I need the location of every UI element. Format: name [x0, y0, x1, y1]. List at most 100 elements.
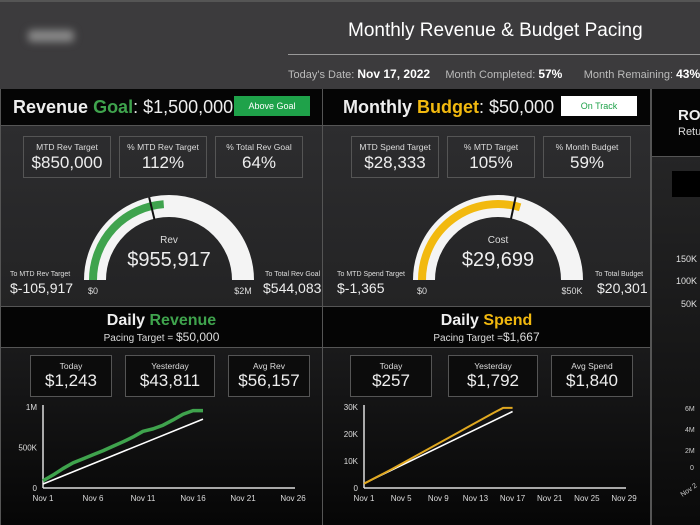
budget-value: : $50,000 [479, 97, 555, 117]
to-mtd-spend-target-value: $-1,365 [337, 280, 385, 296]
x-tick-label: Nov 17 [500, 494, 526, 503]
x-tick-label: Nov 29 [611, 494, 637, 503]
cost-gauge: Cost $29,699 $0 $50K [413, 195, 583, 296]
budget-title-accent: Budget [417, 97, 480, 117]
kpi-pct-month-budget: % Month Budget 59% [543, 136, 631, 178]
kpi-mtd-rev-target: MTD Rev Target $850,000 [23, 136, 111, 178]
gauge-max-label: $50K [561, 286, 582, 296]
daily-revenue-chart: 0 500K 1M Nov 1 Nov 6 Nov 11 Nov 16 Nov 21 Nov 2… [18, 403, 306, 503]
pacing-value: $50,000 [175, 330, 220, 344]
daily-spend-title-accent: Spend [483, 312, 533, 329]
gauge-label: Cost [488, 235, 509, 246]
y-tick-label: 10K [344, 457, 359, 466]
roas-panel: RO Retu 150K 100K 50K 6M 4M 2M 0 Nov 2 [651, 89, 700, 525]
kpi-pct-mtd-rev-target: % MTD Rev Target 112% [119, 136, 207, 178]
to-total-rev-goal-value: $544,083 [263, 280, 322, 296]
target-line [42, 418, 204, 485]
remaining-value: 43% [676, 67, 700, 81]
on-track-badge: On Track [561, 96, 637, 116]
y-tick-label: 0 [354, 484, 359, 493]
revenue-goal-value: : $1,500,000 [133, 97, 234, 117]
date-value: Nov 17, 2022 [357, 67, 431, 81]
to-total-budget-value: $20,301 [597, 280, 648, 296]
to-mtd-rev-target-label: To MTD Rev Target [10, 271, 71, 278]
to-mtd-spend-target-label: To MTD Spend Target [337, 271, 405, 278]
roas-tick: 2M [685, 448, 695, 455]
date-label: Today's Date: [288, 69, 355, 81]
roas-tick: 4M [685, 427, 695, 434]
kpi-today-rev: Today $1,243 [30, 355, 112, 397]
revenue-title-goal: Goal [93, 97, 134, 117]
x-tick-label: Nov 9 [428, 494, 449, 503]
blurred-logo [28, 30, 74, 42]
gauge-value: $955,917 [127, 249, 210, 271]
x-tick-label: Nov 5 [391, 494, 412, 503]
x-tick-label: Nov 1 [354, 494, 375, 503]
roas-tick: 150K [676, 254, 698, 264]
gauge-min-label: $0 [88, 286, 98, 296]
date-info: Today's Date: Nov 17, 2022 Month Complet… [288, 67, 700, 81]
gauge-max-label: $2M [234, 286, 252, 296]
x-tick-label: Nov 6 [83, 494, 104, 503]
header [0, 0, 700, 89]
to-total-budget-label: To Total Budget [595, 271, 644, 278]
roas-tick: 6M [685, 406, 695, 413]
kpi-today-spend: Today $257 [350, 355, 432, 397]
to-mtd-rev-target-value: $-105,917 [10, 280, 74, 296]
y-tick-label: 30K [344, 403, 359, 412]
gauge-target-marker [148, 197, 156, 220]
x-tick-label: Nov 11 [131, 494, 156, 503]
x-tick-label: Nov 26 [280, 494, 306, 503]
gauge-min-label: $0 [417, 286, 427, 296]
actual-line [363, 406, 513, 485]
pacing-label: Pacing Target = [433, 333, 503, 344]
roas-x-label: Nov 2 [679, 482, 699, 499]
roas-tick: 50K [681, 299, 698, 309]
y-tick-label: 20K [344, 430, 359, 439]
y-tick-label: 500K [18, 444, 37, 453]
gauge-label: Rev [160, 235, 178, 246]
gauge-fill [418, 200, 522, 281]
gauge-fill [89, 200, 165, 281]
x-tick-label: Nov 21 [230, 494, 256, 503]
x-tick-label: Nov 1 [33, 494, 54, 503]
completed-label: Month Completed: [445, 69, 536, 81]
daily-spend-chart: 0 10K 20K 30K Nov 1 Nov 5 Nov 9 Nov 13 Nov 17 Nov… [344, 403, 637, 503]
roas-title: RO [678, 107, 700, 124]
gauge-target-marker [509, 196, 517, 220]
page-title: Monthly Revenue & Budget Pacing [348, 20, 643, 41]
budget-panel: Monthly Budget: $50,000 On Track MTD Spe… [322, 89, 651, 525]
roas-box [672, 171, 700, 197]
kpi-pct-mtd-target: % MTD Target 105% [447, 136, 535, 178]
actual-line [42, 408, 204, 483]
y-tick-label: 1M [26, 403, 37, 412]
daily-revenue-title: Daily [106, 312, 146, 329]
gauge-value: $29,699 [462, 249, 534, 271]
pacing-label: Pacing Target = [103, 333, 174, 344]
pacing-value: $1,667 [502, 330, 540, 344]
x-tick-label: Nov 16 [180, 494, 206, 503]
kpi-yesterday-rev: Yesterday $43,811 [125, 355, 215, 397]
divider [288, 54, 700, 55]
above-goal-badge: Above Goal [234, 96, 310, 116]
y-tick-label: 0 [33, 484, 38, 493]
revenue-title: Revenue [13, 97, 89, 117]
kpi-avg-spend: Avg Spend $1,840 [551, 355, 633, 397]
roas-tick: 100K [676, 276, 698, 286]
x-tick-label: Nov 21 [537, 494, 563, 503]
kpi-pct-total-rev-goal: % Total Rev Goal 64% [215, 136, 303, 178]
remaining-label: Month Remaining: [583, 69, 674, 81]
revenue-panel: Revenue Goal: $1,500,000 Above Goal MTD … [0, 89, 323, 525]
daily-spend-title: Daily [440, 312, 479, 329]
kpi-avg-rev: Avg Rev $56,157 [228, 355, 310, 397]
budget-title: Monthly [343, 97, 412, 117]
to-total-rev-goal-label: To Total Rev Goal [265, 271, 321, 278]
completed-value: 57% [538, 67, 563, 81]
x-tick-label: Nov 13 [463, 494, 489, 503]
roas-subtitle: Retu [678, 126, 700, 138]
x-tick-label: Nov 25 [574, 494, 600, 503]
kpi-yesterday-spend: Yesterday $1,792 [448, 355, 538, 397]
revenue-gauge: Rev $955,917 $0 $2M [84, 195, 254, 296]
kpi-mtd-spend-target: MTD Spend Target $28,333 [351, 136, 439, 178]
roas-tick: 0 [690, 465, 694, 472]
